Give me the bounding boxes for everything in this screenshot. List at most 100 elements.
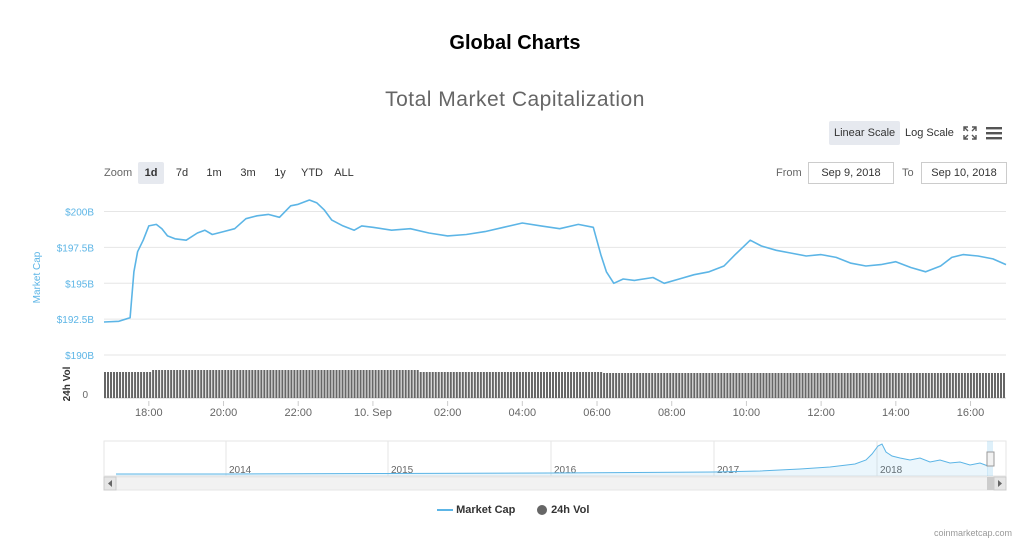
- volume-bar: [317, 370, 320, 398]
- volume-bar: [296, 370, 299, 398]
- volume-bar: [858, 373, 861, 398]
- y-tick-label: $197.5B: [57, 243, 95, 254]
- volume-bar: [206, 370, 209, 398]
- linear-scale-button[interactable]: Linear Scale: [829, 121, 901, 145]
- volume-bar: [693, 373, 696, 398]
- volume-bar: [720, 373, 723, 398]
- to-date-input[interactable]: Sep 10, 2018: [921, 162, 1007, 184]
- volume-bar: [681, 373, 684, 398]
- zoom-button-1d[interactable]: 1d: [138, 162, 164, 184]
- volume-bar: [170, 370, 173, 398]
- volume-bar: [738, 373, 741, 398]
- volume-bar: [894, 373, 897, 398]
- volume-bar: [548, 372, 551, 398]
- volume-bar: [116, 372, 119, 398]
- volume-bar: [350, 370, 353, 398]
- volume-bar: [461, 372, 464, 398]
- zoom-button-ytd[interactable]: YTD: [301, 167, 323, 179]
- from-date-input[interactable]: Sep 9, 2018: [808, 162, 894, 184]
- navigator-year-label: 2015: [391, 465, 414, 476]
- volume-bar: [669, 373, 672, 398]
- volume-bar: [113, 372, 116, 398]
- volume-bar: [990, 373, 993, 398]
- volume-bar: [539, 372, 542, 398]
- volume-bar: [957, 373, 960, 398]
- zoom-button-1y[interactable]: 1y: [274, 167, 286, 179]
- navigator-area: [116, 444, 988, 476]
- x-tick-label: 22:00: [284, 407, 312, 419]
- legend-market-cap[interactable]: Market Cap: [437, 504, 515, 516]
- volume-bar: [146, 372, 149, 398]
- volume-bar: [663, 373, 666, 398]
- legend-volume[interactable]: 24h Vol: [536, 504, 589, 516]
- navigator-frame: [103, 440, 1007, 477]
- volume-bar: [194, 370, 197, 398]
- volume-bar: [407, 370, 410, 398]
- volume-bar: [861, 373, 864, 398]
- fullscreen-icon[interactable]: [962, 125, 978, 141]
- navigator-year-label: 2017: [717, 465, 740, 476]
- volume-bar: [329, 370, 332, 398]
- volume-bar: [909, 373, 912, 398]
- volume-bar: [567, 372, 570, 398]
- zoom-button-3m[interactable]: 3m: [240, 167, 256, 179]
- zoom-button-all[interactable]: ALL: [334, 167, 354, 179]
- volume-bar: [167, 370, 170, 398]
- to-label: To: [902, 167, 914, 179]
- volume-bar: [633, 373, 636, 398]
- zoom-button-7d[interactable]: 7d: [175, 167, 189, 179]
- volume-bar: [458, 372, 461, 398]
- volume-bar: [467, 372, 470, 398]
- volume-bar: [942, 373, 945, 398]
- volume-bar: [179, 370, 182, 398]
- volume-bar: [762, 373, 765, 398]
- log-scale-button[interactable]: Log Scale: [905, 127, 954, 139]
- volume-bar: [915, 373, 918, 398]
- volume-bar: [768, 373, 771, 398]
- volume-bar: [759, 373, 762, 398]
- volume-bar: [642, 373, 645, 398]
- from-label: From: [776, 167, 802, 179]
- volume-bar: [161, 370, 164, 398]
- volume-bar: [639, 373, 642, 398]
- volume-bar: [564, 372, 567, 398]
- volume-bar: [792, 373, 795, 398]
- volume-bar: [524, 372, 527, 398]
- menu-icon[interactable]: [985, 125, 1003, 141]
- zoom-button-1m[interactable]: 1m: [206, 167, 222, 179]
- volume-bar: [975, 373, 978, 398]
- volume-bar: [464, 372, 467, 398]
- volume-bar: [615, 373, 618, 398]
- volume-bar: [287, 370, 290, 398]
- volume-bar: [933, 373, 936, 398]
- volume-bar: [690, 373, 693, 398]
- volume-bar: [924, 373, 927, 398]
- volume-bar: [473, 372, 476, 398]
- volume-bar: [825, 373, 828, 398]
- volume-bar: [570, 372, 573, 398]
- volume-bar: [879, 373, 882, 398]
- volume-bar: [561, 372, 564, 398]
- volume-bar: [771, 373, 774, 398]
- volume-bar: [966, 373, 969, 398]
- volume-bar: [224, 370, 227, 398]
- volume-bar: [119, 372, 122, 398]
- volume-bar: [386, 370, 389, 398]
- volume-bar: [891, 373, 894, 398]
- volume-bar: [912, 373, 915, 398]
- volume-bar: [134, 372, 137, 398]
- x-tick-label: 20:00: [210, 407, 238, 419]
- y-tick-label: $195B: [65, 279, 94, 290]
- credit-link[interactable]: coinmarketcap.com: [933, 528, 1012, 538]
- volume-bar: [401, 370, 404, 398]
- volume-bar: [470, 372, 473, 398]
- volume-bar: [275, 370, 278, 398]
- volume-bar: [786, 373, 789, 398]
- volume-bar: [711, 373, 714, 398]
- volume-bar: [630, 373, 633, 398]
- volume-bar: [585, 372, 588, 398]
- volume-bar: [122, 372, 125, 398]
- volume-bar: [332, 370, 335, 398]
- volume-bar: [353, 370, 356, 398]
